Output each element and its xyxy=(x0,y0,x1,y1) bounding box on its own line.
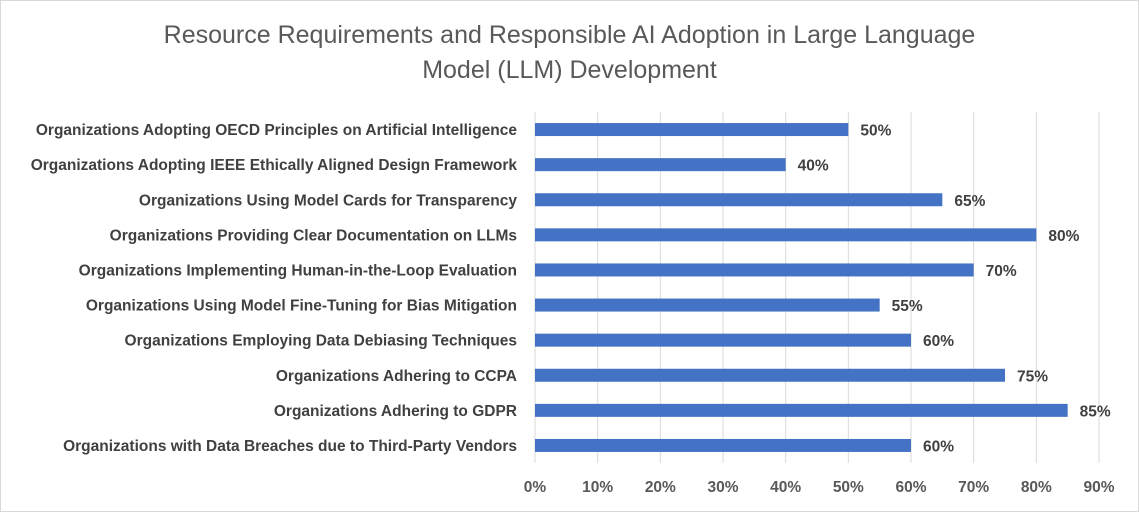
chart-title-line-2: Model (LLM) Development xyxy=(422,56,717,84)
data-label: 75% xyxy=(1017,368,1048,385)
bar xyxy=(535,158,786,172)
data-label: 60% xyxy=(923,438,954,455)
bar xyxy=(535,438,911,452)
data-label: 70% xyxy=(986,263,1017,280)
category-label: Organizations Adopting IEEE Ethically Al… xyxy=(31,157,518,174)
category-label: Organizations Employing Data Debiasing T… xyxy=(125,333,517,350)
category-label: Organizations Implementing Human-in-the-… xyxy=(79,262,517,279)
bar xyxy=(535,333,911,347)
data-label: 65% xyxy=(954,193,985,210)
bar xyxy=(535,298,880,312)
x-tick-label: 70% xyxy=(958,479,989,496)
bar xyxy=(535,368,1005,382)
x-tick-label: 40% xyxy=(770,479,801,496)
data-label: 80% xyxy=(1048,228,1079,245)
chart-title: Resource Requirements and Responsible AI… xyxy=(0,18,1139,88)
data-label: 55% xyxy=(892,298,923,315)
data-label: 50% xyxy=(860,123,891,140)
bar xyxy=(535,123,849,137)
category-label: Organizations Adhering to GDPR xyxy=(274,403,517,420)
x-tick-label: 30% xyxy=(707,479,738,496)
x-tick-label: 60% xyxy=(895,479,926,496)
data-label: 40% xyxy=(798,158,829,175)
chart-title-line-1: Resource Requirements and Responsible AI… xyxy=(163,21,976,49)
category-label: Organizations Adhering to CCPA xyxy=(276,368,517,385)
bar xyxy=(535,228,1037,242)
x-tick-label: 10% xyxy=(582,479,613,496)
x-tick-label: 80% xyxy=(1021,479,1052,496)
category-label: Organizations Using Model Cards for Tran… xyxy=(139,192,517,209)
x-tick-label: 90% xyxy=(1083,479,1114,496)
bar xyxy=(535,403,1068,417)
data-label: 60% xyxy=(923,333,954,350)
category-label: Organizations Using Model Fine-Tuning fo… xyxy=(86,298,517,315)
data-label: 85% xyxy=(1080,403,1111,420)
category-label: Organizations Providing Clear Documentat… xyxy=(110,227,517,244)
category-label: Organizations Adopting OECD Principles o… xyxy=(36,122,518,139)
x-tick-label: 50% xyxy=(833,479,864,496)
bar xyxy=(535,193,943,207)
bar xyxy=(535,263,974,277)
x-tick-label: 0% xyxy=(524,479,547,496)
category-label: Organizations with Data Breaches due to … xyxy=(63,438,517,455)
x-tick-label: 20% xyxy=(645,479,676,496)
